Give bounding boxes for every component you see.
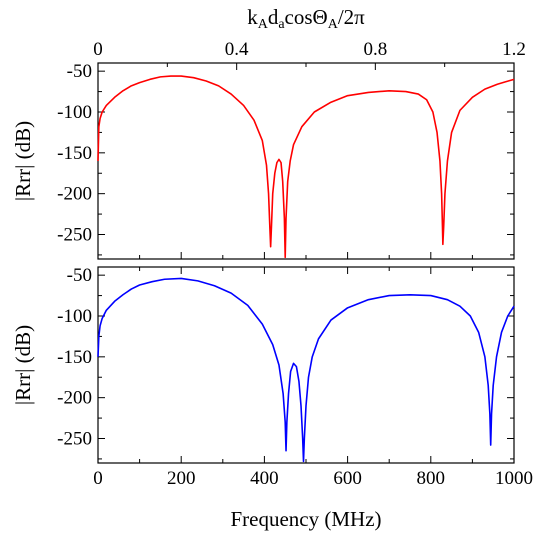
top-y-tick-label: -150	[57, 143, 92, 164]
top-y-tick-label: -50	[67, 61, 92, 82]
top-axis-title-subscript: A	[258, 17, 269, 32]
bottom-y-tick-label: -50	[67, 265, 92, 286]
bottom-y-tick-label: -100	[57, 306, 92, 327]
x-axis-title: Frequency (MHz)	[230, 507, 381, 531]
top-series-line	[97, 75, 515, 259]
top-y-tick-label: -250	[57, 225, 92, 246]
top-axis-title-part: d	[268, 5, 279, 29]
top-axis-tick-label: 0	[93, 39, 103, 60]
x-tick-label: 800	[417, 468, 446, 489]
x-tick-label: 400	[250, 468, 279, 489]
top-axis-title-part: /2π	[338, 5, 365, 29]
top-y-tick-label: -200	[57, 184, 92, 205]
top-axis-title-part: cosΘ	[285, 5, 328, 29]
top-axis-tick-label: 1.2	[502, 39, 526, 60]
top-axis-title-subscript: A	[328, 17, 339, 32]
top-y-tick-label: -100	[57, 102, 92, 123]
top-panel-marks: -50 -100 -150 -200 -250 0 0.4 0.8 1.2	[57, 39, 526, 259]
top-axis-title-part: k	[247, 5, 258, 29]
bottom-y-tick-label: -250	[57, 429, 92, 450]
top-y-axis-title: |Rrr| (dB)	[11, 121, 35, 201]
bottom-series-line	[97, 277, 515, 463]
bottom-y-tick-label: -200	[57, 388, 92, 409]
top-panel-frame	[97, 62, 515, 260]
x-tick-label: 0	[93, 468, 103, 489]
top-axis-title-subscript: a	[278, 17, 285, 32]
top-axis-title: kAdacosΘA/2π	[247, 5, 365, 32]
top-panel: -50 -100 -150 -200 -250 0 0.4 0.8 1.2	[57, 39, 526, 260]
bottom-y-axis-title: |Rrr| (dB)	[11, 325, 35, 405]
x-tick-label: 1000	[495, 468, 533, 489]
top-axis-tick-label: 0.8	[363, 39, 387, 60]
bottom-panel-frame	[97, 266, 515, 464]
x-tick-label: 600	[333, 468, 362, 489]
x-tick-label: 200	[167, 468, 196, 489]
top-axis-tick-label: 0.4	[225, 39, 249, 60]
bottom-y-tick-label: -150	[57, 347, 92, 368]
